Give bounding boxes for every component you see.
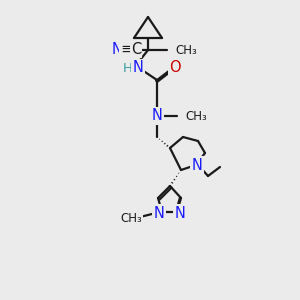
Text: N: N <box>152 109 162 124</box>
Text: N: N <box>192 158 203 172</box>
Text: N: N <box>154 206 164 220</box>
Text: O: O <box>169 61 181 76</box>
Text: CH₃: CH₃ <box>175 44 197 56</box>
Text: ≡: ≡ <box>120 41 134 56</box>
Text: N: N <box>112 41 122 56</box>
Text: N: N <box>175 206 185 220</box>
Text: C: C <box>131 41 141 56</box>
Text: N: N <box>133 61 143 76</box>
Text: CH₃: CH₃ <box>185 110 207 122</box>
Text: H: H <box>123 61 133 74</box>
Text: CH₃: CH₃ <box>120 212 142 224</box>
